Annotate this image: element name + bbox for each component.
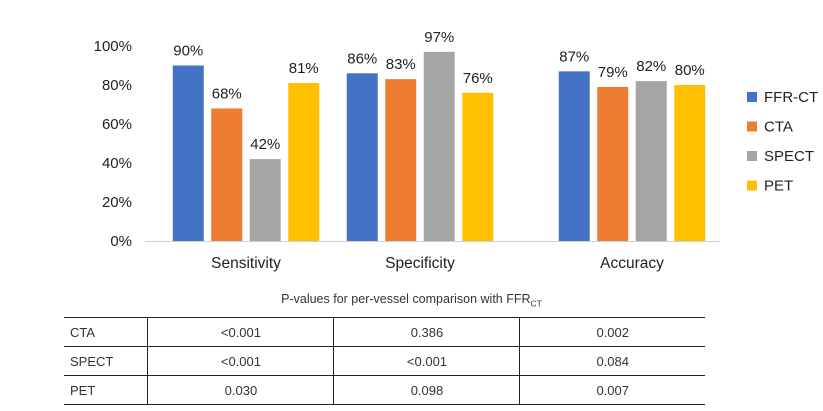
bar: [635, 81, 667, 241]
bar: [462, 92, 494, 241]
y-tick-label: 40%: [102, 155, 132, 172]
y-tick-label: 0%: [110, 233, 132, 250]
table-row: CTA <0.001 0.386 0.002: [64, 317, 705, 347]
table-cell: 0.098: [333, 375, 520, 405]
y-tick-label: 60%: [102, 116, 132, 133]
y-axis: 0% 20% 40% 60% 80% 100%: [94, 38, 132, 250]
table-cell: 0.007: [519, 375, 705, 405]
bar: [346, 73, 378, 241]
x-axis-categories: Sensitivity Specificity Accuracy: [211, 255, 664, 272]
data-label: 42%: [250, 136, 280, 153]
data-label: 87%: [559, 48, 589, 65]
y-tick-label: 80%: [102, 77, 132, 94]
pvalue-table: CTA <0.001 0.386 0.002 SPECT <0.001 <0.0…: [64, 317, 705, 405]
bar: [288, 83, 320, 241]
data-label: 82%: [636, 58, 666, 75]
pvalue-title-text: P-values for per-vessel comparison with …: [281, 292, 531, 306]
legend-label: FFR-CT: [764, 89, 818, 106]
data-label: 81%: [289, 60, 319, 77]
legend-swatch: [747, 151, 757, 161]
legend-label: CTA: [764, 119, 793, 136]
x-category-label: Accuracy: [600, 255, 664, 272]
y-tick-label: 20%: [102, 194, 132, 211]
row-label: PET: [70, 382, 96, 398]
table-cell: <0.001: [333, 346, 520, 376]
legend-label: PET: [764, 178, 793, 195]
bar: [597, 86, 629, 241]
row-label: CTA: [70, 324, 96, 340]
bar: [423, 51, 455, 241]
data-label: 68%: [212, 85, 242, 102]
table-cell: 0.030: [147, 375, 334, 405]
bar-series: 90% 86% 87% 68% 83% 79% 42% 97% 82% 81% 76% 80%: [172, 29, 706, 242]
legend: FFR-CT CTA SPECT PET: [747, 89, 818, 195]
bar: [385, 79, 417, 242]
table-cell: <0.001: [147, 346, 334, 376]
table-row: PET 0.030 0.098 0.007: [64, 375, 705, 405]
data-label: 97%: [424, 29, 454, 46]
bar-chart: 0% 20% 40% 60% 80% 100% 90% 86% 87% 68% 83% 79% 42%…: [94, 29, 819, 272]
row-label: SPECT: [70, 353, 114, 369]
table-cell: 0.084: [519, 346, 705, 376]
bar: [558, 71, 590, 241]
table-cell: 0.002: [519, 317, 705, 347]
legend-swatch: [747, 180, 757, 191]
bar: [172, 65, 204, 241]
y-tick-label: 100%: [94, 38, 132, 55]
legend-swatch: [747, 121, 757, 132]
x-category-label: Sensitivity: [211, 255, 281, 272]
data-label: 79%: [598, 64, 628, 81]
bar: [249, 159, 281, 241]
bar: [674, 85, 706, 241]
pvalue-table-title: P-values for per-vessel comparison with …: [0, 292, 823, 309]
data-label: 80%: [675, 62, 705, 79]
x-category-label: Specificity: [385, 255, 455, 272]
table-cell: <0.001: [147, 317, 334, 347]
data-label: 76%: [463, 70, 493, 87]
table-cell: 0.386: [333, 317, 520, 347]
data-label: 90%: [173, 43, 203, 60]
bar: [211, 108, 243, 242]
data-label: 86%: [347, 50, 377, 67]
table-row: SPECT <0.001 <0.001 0.084: [64, 346, 705, 376]
pvalue-title-subscript: CT: [530, 298, 542, 309]
legend-label: SPECT: [764, 148, 814, 165]
legend-swatch: [747, 92, 757, 102]
data-label: 83%: [386, 56, 416, 73]
